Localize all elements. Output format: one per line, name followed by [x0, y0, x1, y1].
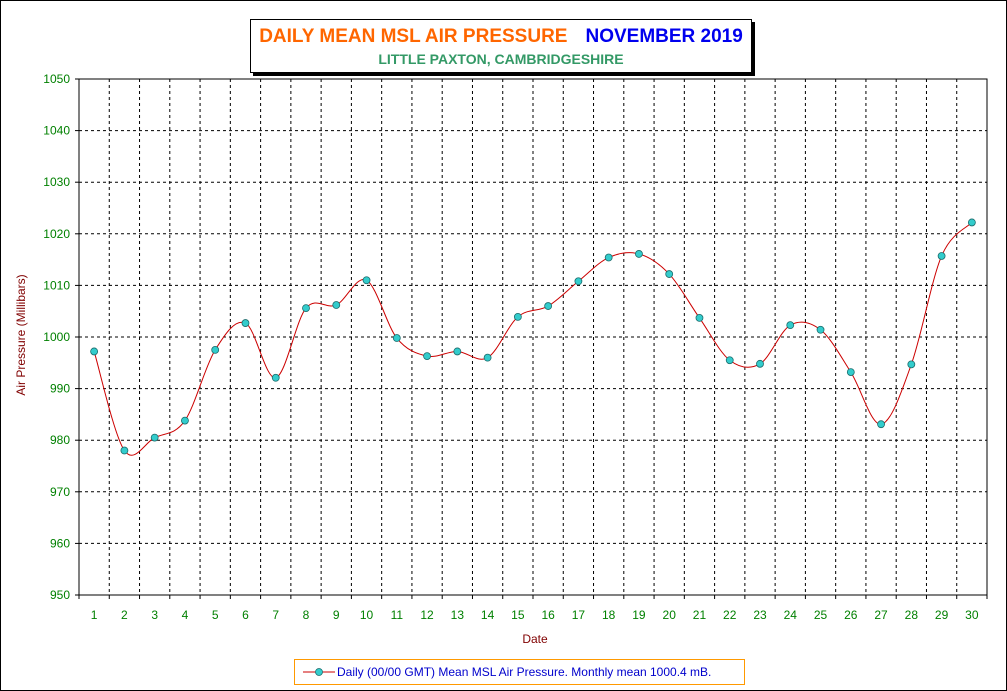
- y-axis-label: Air Pressure (Millibars): [14, 274, 28, 395]
- y-tick-label: 1050: [43, 72, 70, 86]
- data-point: [907, 360, 916, 369]
- data-point: [241, 319, 250, 327]
- chart-title-month: NOVEMBER 2019: [585, 26, 743, 47]
- x-tick-label: 3: [151, 608, 158, 622]
- x-tick-label: 12: [420, 608, 434, 622]
- x-axis-label: Date: [522, 632, 548, 646]
- x-tick-label: 19: [632, 608, 646, 622]
- x-tick-label: 22: [723, 608, 737, 622]
- x-tick-label: 20: [663, 608, 677, 622]
- data-point: [877, 420, 885, 429]
- x-tick-label: 17: [572, 608, 586, 622]
- y-tick-label: 990: [50, 382, 70, 396]
- data-point: [302, 304, 310, 313]
- data-point: [574, 277, 583, 286]
- data-point: [937, 252, 946, 260]
- x-tick-label: 6: [242, 608, 249, 622]
- data-point: [483, 353, 492, 362]
- x-tick-label: 2: [121, 608, 128, 622]
- data-point: [150, 433, 159, 442]
- x-tick-label: 13: [451, 608, 465, 622]
- data-point: [332, 301, 341, 309]
- data-point: [544, 302, 553, 310]
- chart-title-box: DAILY MEAN MSL AIR PRESSURE NOVEMBER 2019…: [250, 19, 752, 73]
- data-point: [392, 334, 401, 342]
- legend-label: Daily (00/00 GMT) Mean MSL Air Pressure.…: [337, 665, 712, 679]
- data-point: [90, 347, 99, 356]
- x-tick-label: 30: [965, 608, 979, 622]
- x-tick-label: 11: [391, 608, 404, 622]
- x-tick-label: 24: [784, 608, 798, 622]
- data-point: [695, 314, 704, 322]
- y-tick-label: 950: [50, 588, 70, 602]
- x-tick-label: 9: [333, 608, 340, 622]
- x-tick-label: 5: [212, 608, 219, 622]
- x-tick-label: 10: [360, 608, 374, 622]
- x-tick-label: 16: [541, 608, 555, 622]
- x-tick-label: 4: [182, 608, 189, 622]
- x-tick-label: 18: [602, 608, 616, 622]
- data-point: [967, 218, 976, 227]
- x-tick-label: 26: [844, 608, 858, 622]
- x-tick-label: 15: [511, 608, 525, 622]
- data-point: [120, 446, 129, 455]
- data-point: [756, 359, 764, 368]
- series-line: [93, 222, 973, 456]
- x-tick-label: 14: [481, 608, 495, 622]
- legend-swatch: [303, 668, 335, 676]
- y-tick-label: 1020: [43, 227, 70, 241]
- data-point: [786, 321, 795, 330]
- data-point: [635, 250, 643, 258]
- data-point: [453, 347, 462, 356]
- data-point: [423, 352, 431, 360]
- x-tick-label: 25: [814, 608, 828, 622]
- y-tick-label: 1030: [43, 175, 70, 189]
- chart-title-main: DAILY MEAN MSL AIR PRESSURE: [259, 26, 568, 47]
- x-tick-label: 29: [935, 608, 949, 622]
- x-tick-label: 28: [905, 608, 919, 622]
- x-tick-label: 23: [753, 608, 767, 622]
- x-tick-label: 7: [272, 608, 279, 622]
- x-tick-label: 21: [693, 608, 707, 622]
- data-point: [362, 276, 371, 285]
- data-point: [725, 356, 734, 365]
- y-tick-label: 980: [50, 433, 70, 447]
- chart-title: DAILY MEAN MSL AIR PRESSURE NOVEMBER 2019: [251, 26, 751, 48]
- data-point: [271, 373, 280, 382]
- data-point: [211, 345, 220, 354]
- data-point: [665, 270, 674, 278]
- data-point: [604, 253, 613, 262]
- y-tick-label: 1040: [43, 124, 70, 138]
- chart-subtitle: LITTLE PAXTON, CAMBRIDGESHIRE: [378, 51, 624, 67]
- data-point: [846, 368, 855, 376]
- x-tick-label: 1: [91, 608, 98, 622]
- x-tick-label: 27: [874, 608, 888, 622]
- data-point: [181, 416, 189, 425]
- y-tick-label: 970: [50, 485, 70, 499]
- data-point: [816, 325, 825, 334]
- y-tick-label: 960: [50, 536, 70, 550]
- data-point: [513, 312, 522, 321]
- x-tick-label: 8: [303, 608, 310, 622]
- y-tick-label: 1010: [43, 278, 70, 292]
- legend: Daily (00/00 GMT) Mean MSL Air Pressure.…: [294, 659, 745, 685]
- y-tick-label: 1000: [43, 330, 70, 344]
